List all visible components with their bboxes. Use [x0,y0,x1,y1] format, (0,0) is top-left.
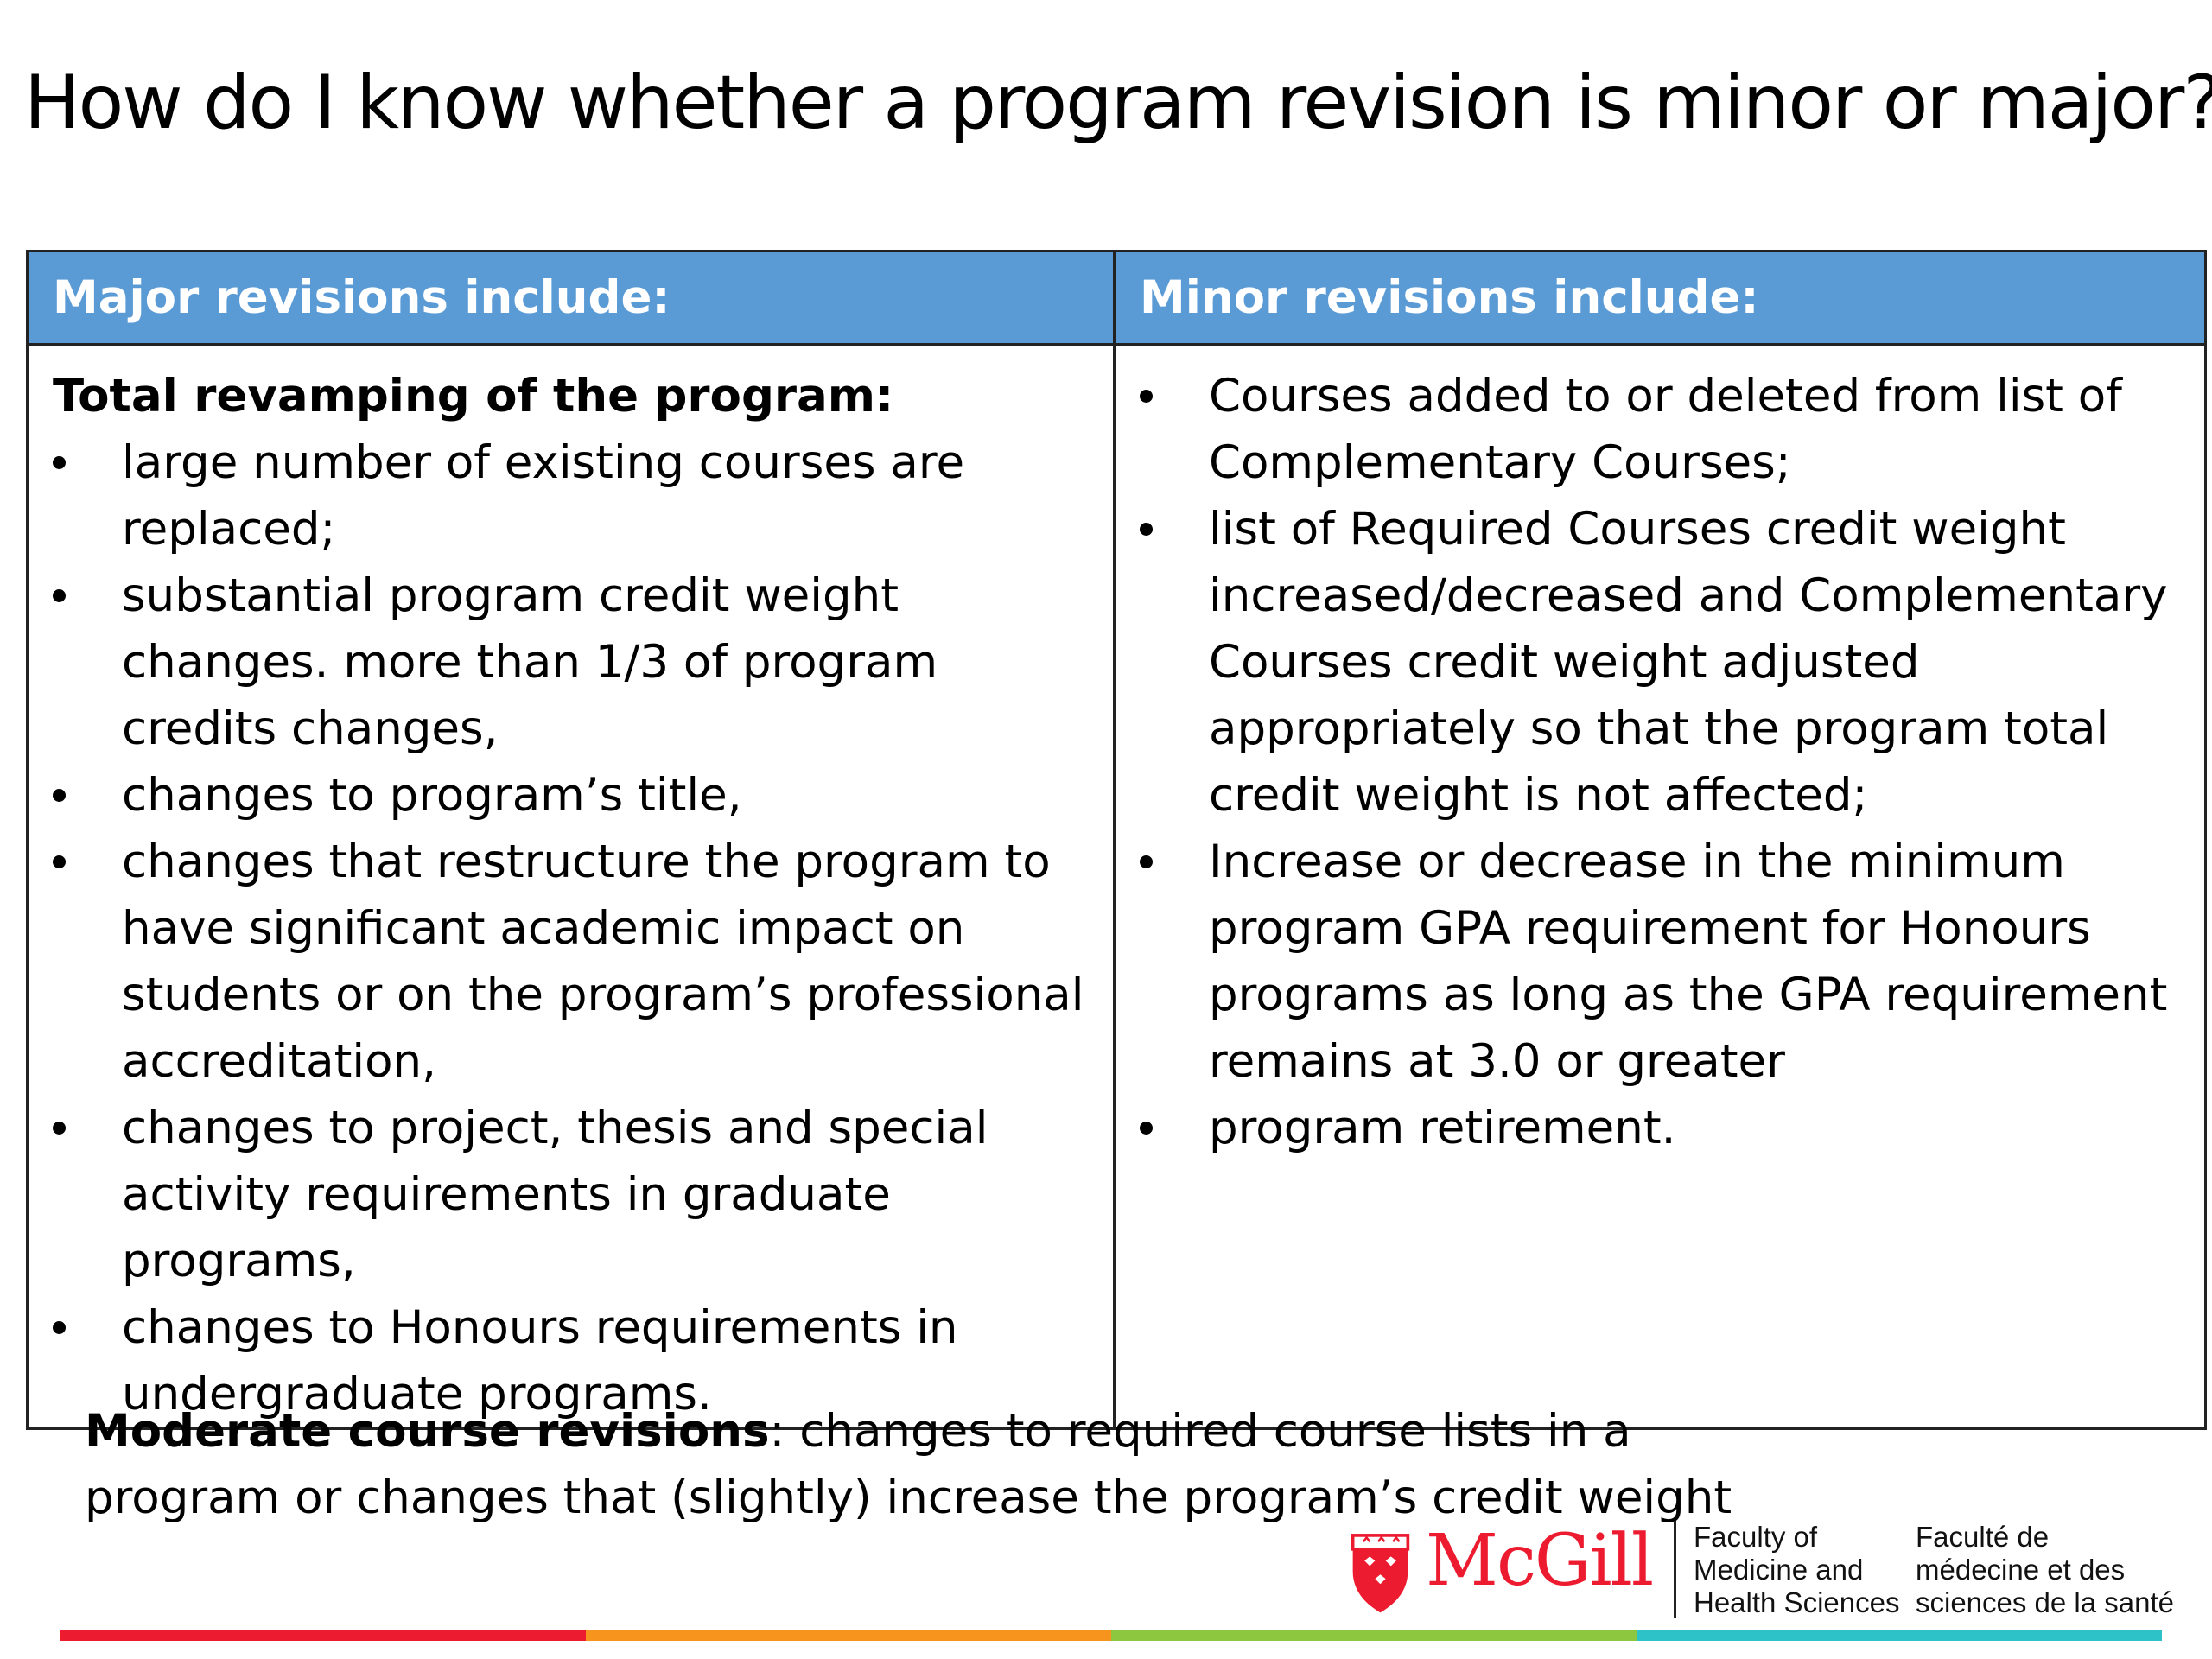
major-list: large number of existing courses are rep… [53,429,1096,1427]
bullet-icon [1140,855,1153,868]
minor-list: Courses added to or deleted from list of… [1140,363,2187,1161]
faculty-fr-line: médecine et des [1916,1554,2126,1586]
shield-icon [1351,1534,1410,1613]
minor-header: Minor revisions include: [1113,250,2207,346]
list-item-text: list of Required Courses credit weight i… [1209,503,2168,822]
moderate-revisions-note: Moderate course revisions: changes to re… [85,1398,1813,1531]
bullet-icon [53,1321,66,1334]
list-item-text: Increase or decrease in the minimum prog… [1209,836,2168,1088]
table-row: Total revamping of the program: large nu… [26,343,2207,1430]
list-item: program retirement. [1140,1095,2187,1161]
list-item: changes to program’s title, [53,762,1096,829]
stripe-red [60,1630,586,1641]
stripe-orange [586,1630,1111,1641]
list-item: list of Required Courses credit weight i… [1140,496,2187,829]
major-header: Major revisions include: [26,250,1116,346]
faculty-name-en: Faculty of Medicine and Health Sciences [1694,1521,1899,1619]
bullet-icon [53,589,66,602]
list-item-text: program retirement. [1209,1102,1676,1154]
list-item-text: substantial program credit weight change… [122,569,938,755]
bullet-icon [1140,523,1153,536]
mcgill-wordmark: McGill [1426,1520,1654,1602]
list-item-text: changes to project, thesis and special a… [122,1102,988,1287]
list-item: substantial program credit weight change… [53,563,1096,762]
mcgill-logo: McGill Faculty of Medicine and Health Sc… [1348,1520,2174,1620]
color-stripe-bar [60,1630,2162,1641]
faculty-en-line: Health Sciences [1694,1586,1900,1618]
bullet-icon [1140,390,1153,403]
list-item: changes to Honours requirements in under… [53,1294,1096,1427]
faculty-fr-line: Faculté de [1916,1521,2050,1553]
faculty-fr-line: sciences de la santé [1916,1586,2175,1618]
bullet-icon [1140,1122,1153,1135]
list-item-text: changes to program’s title, [122,769,742,822]
bullet-icon [53,1122,66,1135]
list-item: large number of existing courses are rep… [53,429,1096,563]
logo-divider [1674,1521,1676,1618]
table-header-row: Major revisions include: Minor revisions… [26,250,2207,346]
moderate-label: Moderate course revisions [85,1405,770,1458]
list-item-text: changes to Honours requirements in under… [122,1301,958,1421]
faculty-name-fr: Faculté de médecine et des sciences de l… [1916,1521,2174,1619]
bullet-icon [53,789,66,802]
bullet-icon [53,855,66,868]
bullet-icon [53,456,66,469]
list-item: changes to project, thesis and special a… [53,1095,1096,1294]
major-cell: Total revamping of the program: large nu… [26,343,1116,1430]
moderate-text: : changes to required course lists in a … [85,1405,1732,1524]
list-item: Increase or decrease in the minimum prog… [1140,829,2187,1095]
minor-cell: Courses added to or deleted from list of… [1113,343,2207,1430]
list-item-text: changes that restructure the program to … [122,836,1084,1088]
list-item-text: large number of existing courses are rep… [122,436,965,556]
faculty-en-line: Medicine and [1694,1554,1864,1586]
stripe-teal [1637,1630,2162,1641]
stripe-green [1111,1630,1637,1641]
slide-title: How do I know whether a program revision… [24,60,2212,146]
major-subheading: Total revamping of the program: [53,370,894,423]
list-item: changes that restructure the program to … [53,829,1096,1095]
faculty-en-line: Faculty of [1694,1521,1818,1553]
list-item: Courses added to or deleted from list of… [1140,363,2187,496]
revision-comparison-table: Major revisions include: Minor revisions… [26,250,2207,1430]
list-item-text: Courses added to or deleted from list of… [1209,370,2122,489]
